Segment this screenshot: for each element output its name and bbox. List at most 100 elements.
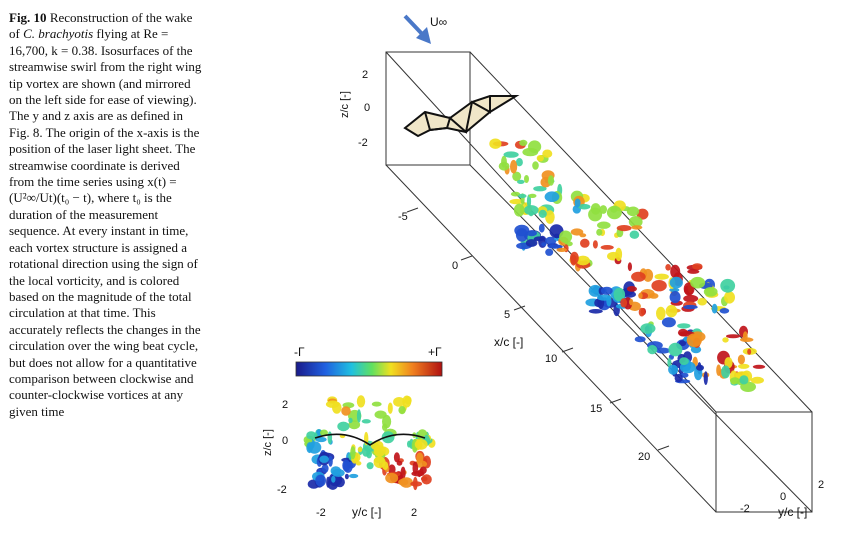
vortex-isosurfaces [489,138,766,392]
vortex-blob [640,323,656,334]
vortex-blob [545,210,555,224]
vortex-blob [523,205,539,216]
vortex-blob [528,140,542,153]
vortex-blob [669,291,681,304]
vortex-blob [636,208,649,220]
vortex-blob [678,340,687,347]
caption-paragraph: Fig. 10 Reconstruction of the wake of C.… [9,10,204,420]
box-front-face [385,51,471,166]
vortex-blob [524,175,529,183]
inset-y-axis-label: y/c [-] [352,505,381,519]
vortex-blob [626,206,640,217]
vortex-blob [674,373,683,383]
inset-vortex-blob [398,478,409,486]
inset-vortex-blob [357,446,363,453]
vortex-blob [670,264,681,279]
vortex-blob [629,298,634,306]
vortex-blob [519,139,528,146]
vortex-blob [631,271,646,282]
vortex-blob [703,287,718,297]
inset-vortex-blob [327,431,333,445]
vortex-blob [649,293,659,299]
vortex-blob [737,354,746,365]
vortex-blob [750,376,765,384]
inset-z-tick-label: -2 [277,484,287,496]
vortex-blob [547,175,555,186]
inset-vortex-blob [393,452,400,463]
inset-vortex-blob [416,452,424,464]
inset-vortex-blob [330,466,342,476]
vortex-blob [661,317,676,328]
vortex-blob [677,323,691,329]
caption-text-2: flying at [93,26,144,42]
vortex-blob [610,206,618,213]
vortex-blob [683,294,699,303]
inset-z-tick-label: 2 [282,399,288,411]
vortex-blob [656,306,666,320]
inset-y-tick-label: 2 [411,507,417,519]
vortex-blob [588,309,603,314]
vortex-blob [579,233,587,238]
vortex-blob [683,304,698,310]
vortex-blob [628,216,643,228]
vortex-blob [690,345,702,354]
inset-vortex-blob [315,474,327,487]
inset-vortex-blob [342,459,351,472]
vortex-blob [747,348,752,355]
inset-vortex-blob [404,396,412,405]
x-tick-label: 10 [545,353,557,365]
figure-label: Fig. 10 [9,10,47,25]
vortex-blob [597,221,611,229]
vortex-blob [592,240,598,249]
x-tick-label: 15 [590,403,602,415]
inset-vortex-blob [414,439,428,450]
vortex-blob [556,247,567,252]
caption-text-1: Reconstruction of the wake of [9,10,193,42]
inset-vortex-blob [344,473,349,480]
vortex-blob [613,287,626,302]
vortex-blob [513,203,525,217]
inset-vortex-blob [373,456,386,469]
vortex-blob [545,236,557,245]
vortex-blob [503,151,519,158]
vortex-blob [692,263,703,270]
vortex-blob [626,286,638,292]
vortex-blob [541,242,547,247]
inset-vortex-blob [356,395,366,408]
vortex-blob [722,337,729,343]
bat-wing [403,95,520,138]
vortex-blob [668,364,679,375]
vortex-blob [512,171,522,182]
vortex-blob [525,239,538,247]
box-back-face [715,411,813,513]
vortex-blob [517,179,525,184]
colorbar-max-label: +Γ [428,345,442,359]
inset-vortex-blob [331,475,336,483]
inset-vortex-blob [319,455,329,463]
vortex-blob [679,357,689,365]
vortex-blob [528,193,537,198]
vortex-blob [665,304,678,318]
inset-vortex-isosurfaces [303,395,436,491]
inset-vortex-blob [385,472,399,484]
inset-vortex-blob [410,481,423,487]
vortex-blob [642,268,654,282]
inset-vortex-blob [411,471,425,477]
vortex-blob [501,155,507,168]
vortex-blob [687,269,700,274]
vortex-blob [538,223,545,233]
vortex-blob [724,291,735,304]
vortex-blob [533,186,547,192]
inset-vortex-blob [337,421,350,432]
vortex-blob [651,280,667,292]
vortex-blob [627,262,633,272]
vortex-blob [538,209,547,218]
inset-vortex-blob [393,397,406,407]
inset-vortex-blob [341,406,351,416]
inset-z-tick-label: 0 [282,435,288,447]
vortex-blob [690,276,706,289]
vortex-blob [536,155,544,162]
x-axis-label: x/c [-] [494,335,523,349]
inset-vortex-blob [382,423,388,431]
inset-vortex-blob [396,460,403,466]
